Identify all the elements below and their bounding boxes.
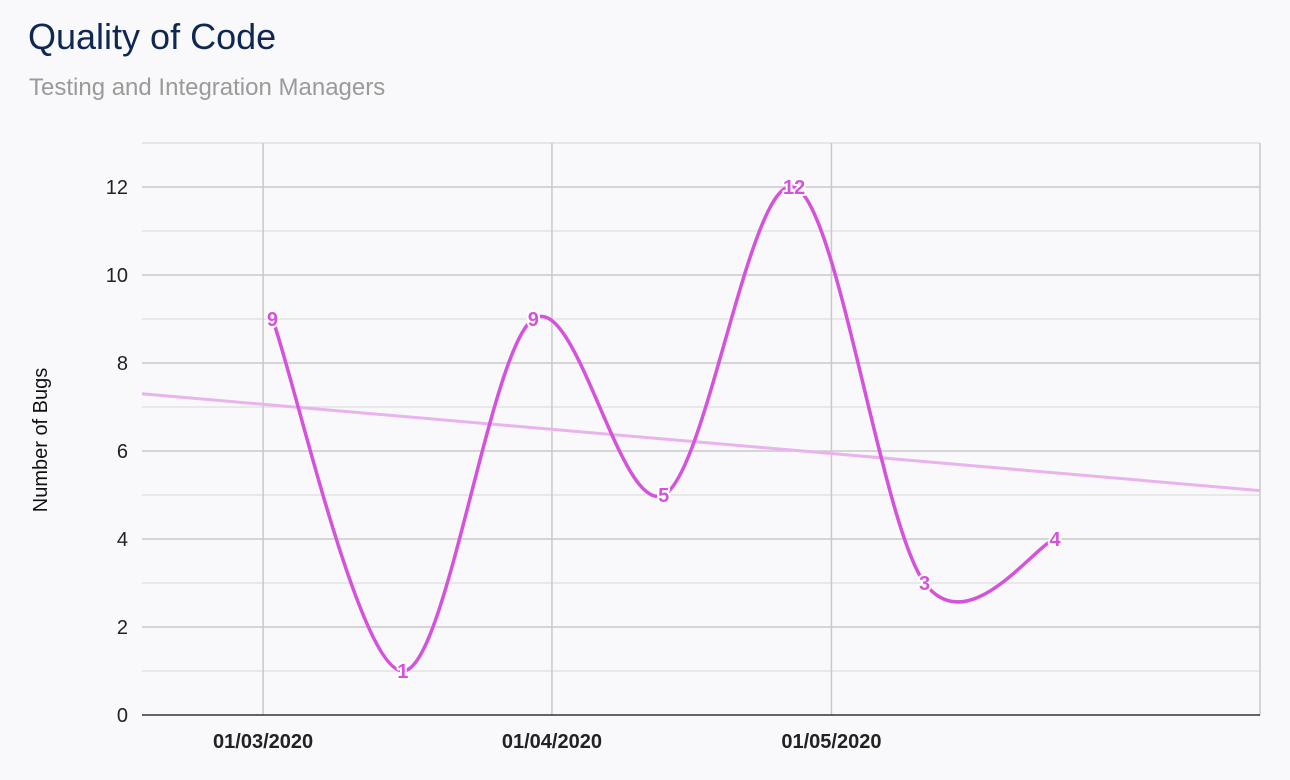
data-label: 4 [1049, 529, 1061, 551]
y-tick-label: 10 [106, 265, 128, 287]
series-layer [270, 185, 1056, 673]
x-tick-label: 01/03/2020 [213, 731, 313, 753]
y-tick-label: 2 [117, 617, 128, 639]
data-label: 5 [658, 485, 669, 507]
chart-subtitle: Testing and Integration Managers [29, 74, 386, 101]
y-tick-label: 0 [117, 705, 128, 727]
data-label: 9 [267, 309, 278, 331]
y-tick-label: 4 [117, 529, 128, 551]
trendline-layer [141, 392, 1261, 493]
y-tick-label: 8 [117, 353, 128, 375]
grid [142, 142, 1261, 715]
x-tick-label: 01/05/2020 [781, 731, 881, 753]
data-label: 12 [783, 177, 805, 199]
axes: 0 2 4 6 8 10 12 01/03/2020 01/04/2020 01/05/2020 [106, 177, 1260, 753]
data-label: 3 [919, 573, 930, 595]
series-line [270, 185, 1056, 673]
data-label: 9 [528, 309, 539, 331]
data-label: 1 [397, 661, 408, 683]
y-tick-label: 12 [106, 177, 128, 199]
data-labels: 9 1 9 5 12 3 4 [265, 175, 1064, 685]
trendline [141, 392, 1261, 493]
x-tick-label: 01/04/2020 [502, 731, 602, 753]
y-axis-label: Number of Bugs [30, 368, 52, 513]
chart-title: Quality of Code [28, 16, 277, 57]
y-tick-label: 6 [117, 441, 128, 463]
